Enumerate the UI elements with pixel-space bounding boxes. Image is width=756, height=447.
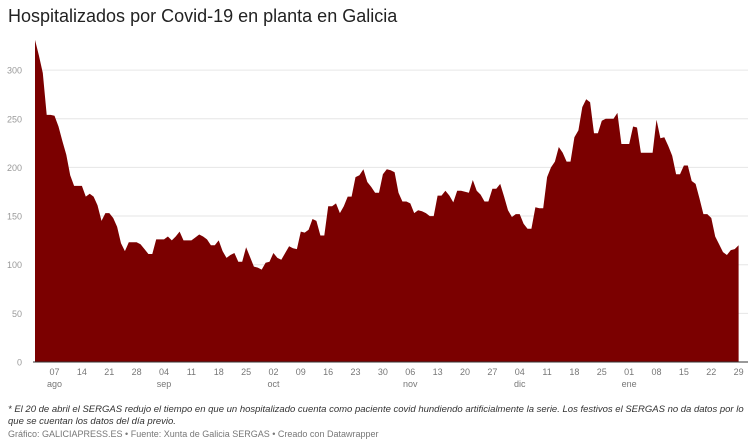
x-tick-label: 01 [624,367,634,377]
y-tick-label: 50 [12,309,22,319]
x-tick-label: 07 [50,367,60,377]
hospitalized-area [35,39,739,363]
x-tick-label: 30 [378,367,388,377]
credits: Gráfico: GALICIAPRESS.ES • Fuente: Xunta… [8,429,379,439]
x-tick-label: 13 [433,367,443,377]
x-tick-label: 18 [569,367,579,377]
x-tick-label: 18 [214,367,224,377]
x-tick-label: 21 [104,367,114,377]
x-month-label: oct [267,379,280,389]
y-tick-label: 0 [17,358,22,368]
x-tick-label: 25 [597,367,607,377]
x-tick-label: 04 [159,367,169,377]
x-tick-label: 09 [296,367,306,377]
x-tick-label: 08 [652,367,662,377]
x-tick-label: 04 [515,367,525,377]
x-tick-label: 02 [268,367,278,377]
x-tick-label: 11 [542,367,551,377]
y-tick-label: 300 [7,66,22,76]
x-tick-label: 06 [405,367,415,377]
y-axis-labels: 0 50 100 150 200 250 300 [7,66,22,368]
x-month-label: ene [622,379,637,389]
y-tick-label: 150 [7,212,22,222]
x-tick-label: 29 [734,367,744,377]
x-month-label: sep [157,379,172,389]
x-axis-labels: 07 ago 14 21 28 04 sep 11 18 25 02 oct 09 16 23 30 06 nov… [47,367,744,389]
x-tick-label: 14 [77,367,87,377]
chart-title: Hospitalizados por Covid-19 en planta en… [8,6,398,26]
x-tick-label: 15 [679,367,689,377]
x-tick-label: 16 [323,367,333,377]
y-tick-label: 200 [7,163,22,173]
x-tick-label: 22 [706,367,716,377]
x-tick-label: 25 [241,367,251,377]
x-tick-label: 27 [487,367,497,377]
y-tick-label: 250 [7,114,22,124]
x-tick-label: 23 [351,367,361,377]
footnote: * El 20 de abril el SERGAS redujo el tie… [8,404,744,427]
x-tick-label: 11 [187,367,196,377]
x-month-label: dic [514,379,526,389]
x-month-label: ago [47,379,62,389]
y-tick-label: 100 [7,260,22,270]
x-month-label: nov [403,379,418,389]
x-tick-label: 28 [132,367,142,377]
x-tick-label: 20 [460,367,470,377]
